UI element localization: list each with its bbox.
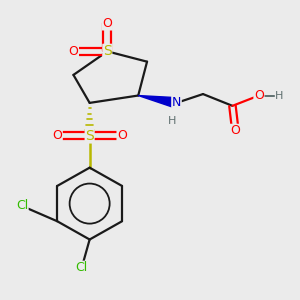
Text: Cl: Cl <box>16 200 28 212</box>
Text: O: O <box>254 89 264 102</box>
Text: S: S <box>103 44 112 58</box>
Text: O: O <box>68 45 78 58</box>
Text: Cl: Cl <box>76 261 88 274</box>
Text: H: H <box>168 116 176 126</box>
Text: O: O <box>230 124 240 137</box>
Text: N: N <box>172 96 181 110</box>
Text: O: O <box>117 129 127 142</box>
Text: H: H <box>275 91 284 100</box>
Text: S: S <box>85 129 94 143</box>
Polygon shape <box>138 95 178 108</box>
Text: O: O <box>102 17 112 30</box>
Text: O: O <box>52 129 62 142</box>
